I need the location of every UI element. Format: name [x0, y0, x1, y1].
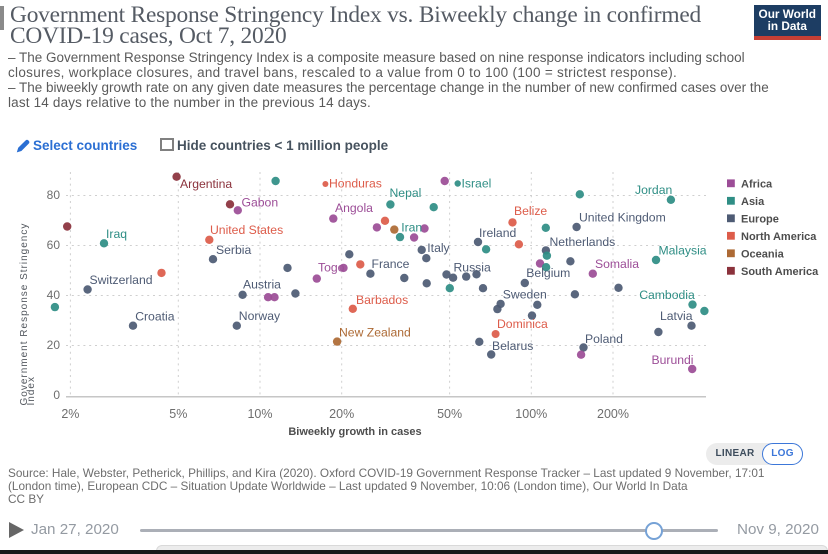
- svg-text:Nepal: Nepal: [390, 186, 422, 200]
- svg-text:Cambodia: Cambodia: [639, 288, 695, 302]
- svg-text:Ireland: Ireland: [479, 226, 516, 240]
- svg-text:Iran: Iran: [401, 220, 422, 234]
- svg-text:United States: United States: [210, 223, 283, 237]
- svg-text:United Kingdom: United Kingdom: [579, 211, 666, 225]
- svg-text:Somalia: Somalia: [595, 257, 639, 271]
- svg-text:Belarus: Belarus: [492, 339, 533, 353]
- svg-text:Poland: Poland: [585, 332, 623, 346]
- svg-text:40: 40: [47, 288, 61, 302]
- svg-text:Index: Index: [26, 376, 37, 405]
- svg-text:Europe: Europe: [741, 213, 779, 225]
- svg-text:10%: 10%: [247, 407, 272, 421]
- svg-text:Africa: Africa: [741, 178, 773, 190]
- svg-text:Malaysia: Malaysia: [659, 243, 707, 257]
- svg-text:Jordan: Jordan: [635, 183, 672, 197]
- svg-text:Dominica: Dominica: [497, 317, 548, 331]
- svg-text:60: 60: [47, 238, 61, 252]
- svg-text:Government Response Stringency: Government Response Stringency: [19, 223, 30, 406]
- svg-text:Austria: Austria: [243, 277, 281, 291]
- svg-text:Serbia: Serbia: [216, 243, 251, 257]
- svg-text:Oceania: Oceania: [741, 248, 785, 260]
- svg-text:Netherlands: Netherlands: [550, 235, 616, 249]
- svg-text:0: 0: [53, 388, 60, 402]
- svg-text:Angola: Angola: [335, 201, 373, 215]
- svg-text:20%: 20%: [329, 407, 354, 421]
- svg-text:Latvia: Latvia: [660, 309, 693, 323]
- svg-text:Gabon: Gabon: [242, 195, 279, 209]
- svg-text:France: France: [372, 257, 410, 271]
- svg-text:Asia: Asia: [741, 196, 765, 208]
- svg-text:200%: 200%: [597, 407, 629, 421]
- svg-text:Belize: Belize: [514, 204, 547, 218]
- svg-text:South America: South America: [741, 266, 819, 278]
- svg-text:Togo: Togo: [318, 261, 345, 275]
- svg-text:New Zealand: New Zealand: [339, 325, 411, 339]
- svg-text:Croatia: Croatia: [135, 309, 175, 323]
- svg-text:North America: North America: [741, 231, 817, 243]
- svg-text:Argentina: Argentina: [180, 177, 232, 191]
- svg-text:100%: 100%: [515, 407, 547, 421]
- svg-text:80: 80: [47, 188, 61, 202]
- svg-text:20: 20: [47, 338, 61, 352]
- svg-text:50%: 50%: [437, 407, 462, 421]
- svg-text:Sweden: Sweden: [503, 288, 547, 302]
- svg-text:Norway: Norway: [239, 309, 281, 323]
- svg-text:Switzerland: Switzerland: [90, 273, 153, 287]
- svg-text:Israel: Israel: [462, 177, 492, 191]
- svg-text:Iraq: Iraq: [106, 227, 127, 241]
- svg-text:Barbados: Barbados: [356, 293, 408, 307]
- svg-text:Russia: Russia: [454, 261, 491, 275]
- svg-text:Burundi: Burundi: [652, 353, 694, 367]
- svg-text:Italy: Italy: [427, 241, 450, 255]
- svg-text:Belgium: Belgium: [526, 266, 570, 280]
- svg-text:2%: 2%: [61, 407, 79, 421]
- svg-text:5%: 5%: [169, 407, 187, 421]
- svg-text:Honduras: Honduras: [329, 177, 382, 191]
